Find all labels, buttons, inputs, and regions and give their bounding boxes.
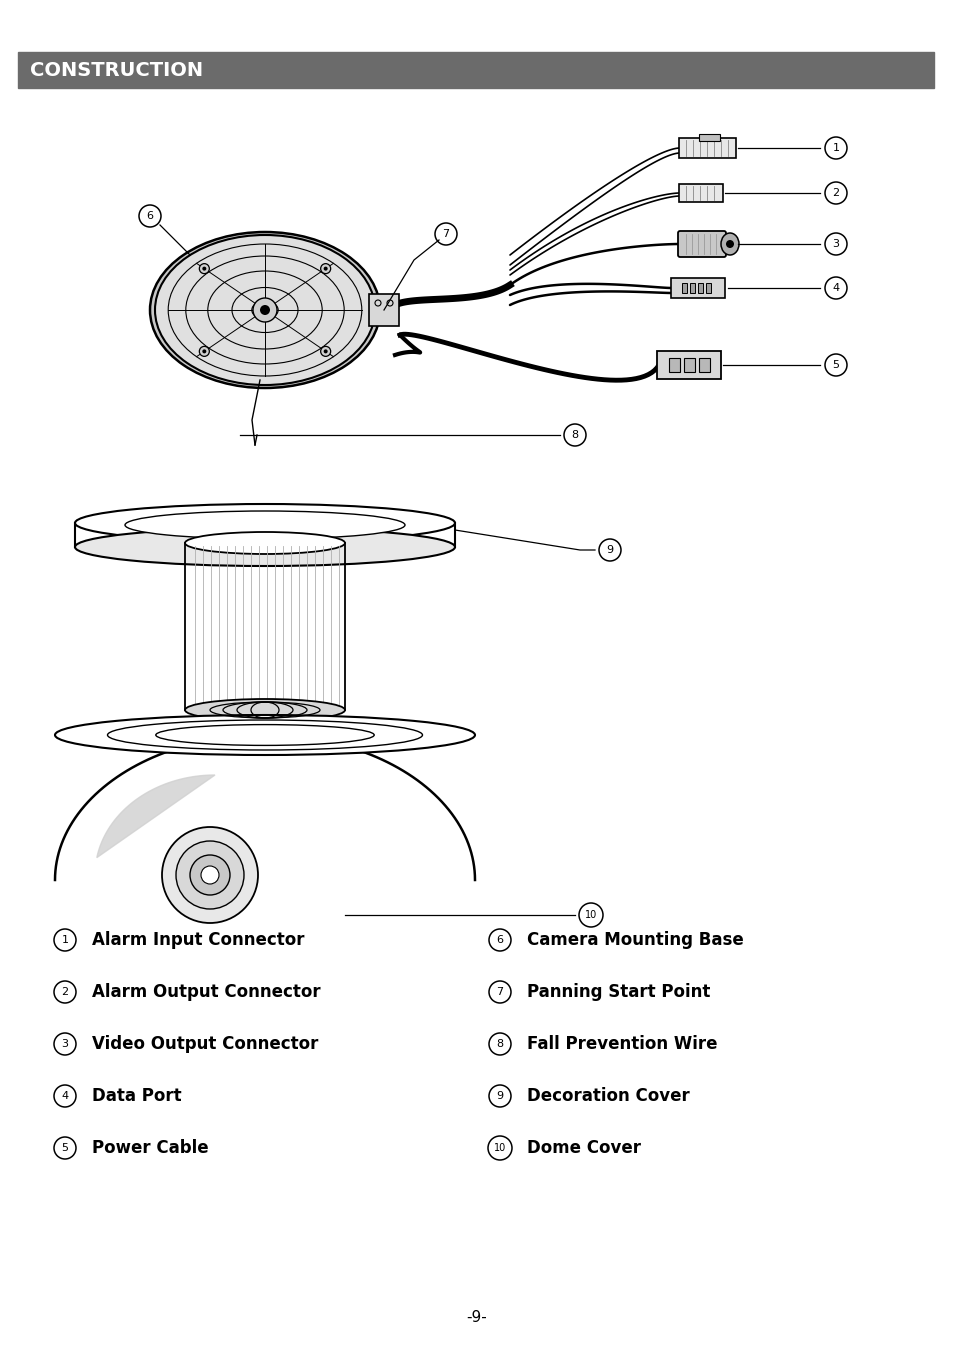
- Text: 8: 8: [496, 1039, 503, 1050]
- FancyBboxPatch shape: [670, 278, 724, 298]
- Text: 5: 5: [61, 1143, 69, 1153]
- Text: 7: 7: [442, 229, 449, 239]
- Text: Power Cable: Power Cable: [91, 1139, 209, 1157]
- Circle shape: [162, 827, 257, 923]
- Text: 2: 2: [832, 188, 839, 198]
- Text: Panning Start Point: Panning Start Point: [526, 983, 710, 1001]
- Text: -9-: -9-: [466, 1310, 487, 1326]
- Circle shape: [199, 347, 209, 356]
- Circle shape: [190, 855, 230, 894]
- Text: 6: 6: [147, 210, 153, 221]
- Text: 3: 3: [832, 239, 839, 250]
- Text: Camera Mounting Base: Camera Mounting Base: [526, 931, 743, 948]
- Ellipse shape: [75, 505, 455, 542]
- Ellipse shape: [150, 232, 379, 389]
- Text: Video Output Connector: Video Output Connector: [91, 1035, 318, 1054]
- Circle shape: [260, 305, 270, 316]
- Text: 2: 2: [61, 987, 69, 997]
- Text: Fall Prevention Wire: Fall Prevention Wire: [526, 1035, 717, 1054]
- Circle shape: [201, 866, 219, 884]
- Circle shape: [725, 240, 733, 248]
- Circle shape: [323, 349, 327, 353]
- Bar: [699, 357, 709, 372]
- Text: 8: 8: [571, 430, 578, 440]
- Text: 9: 9: [606, 545, 613, 554]
- Text: 9: 9: [496, 1091, 503, 1101]
- Ellipse shape: [125, 511, 405, 540]
- Text: 7: 7: [496, 987, 503, 997]
- Bar: [683, 357, 695, 372]
- Circle shape: [202, 267, 206, 271]
- Text: Data Port: Data Port: [91, 1087, 181, 1105]
- Circle shape: [202, 349, 206, 353]
- Text: 6: 6: [496, 935, 503, 946]
- Circle shape: [320, 347, 331, 356]
- Text: 4: 4: [832, 283, 839, 293]
- Polygon shape: [96, 774, 214, 858]
- Bar: [698, 283, 702, 293]
- Text: Dome Cover: Dome Cover: [526, 1139, 640, 1157]
- Ellipse shape: [75, 527, 455, 567]
- Text: 3: 3: [61, 1039, 69, 1050]
- FancyBboxPatch shape: [679, 138, 735, 158]
- Text: 4: 4: [61, 1091, 69, 1101]
- FancyBboxPatch shape: [678, 231, 725, 258]
- Ellipse shape: [55, 715, 475, 755]
- Circle shape: [320, 263, 331, 274]
- Bar: [668, 357, 679, 372]
- Bar: [689, 283, 695, 293]
- Text: 1: 1: [832, 143, 839, 152]
- Polygon shape: [55, 735, 475, 880]
- Circle shape: [323, 267, 327, 271]
- Ellipse shape: [185, 699, 345, 720]
- Ellipse shape: [720, 233, 739, 255]
- Text: Alarm Output Connector: Alarm Output Connector: [91, 983, 320, 1001]
- Text: 10: 10: [584, 911, 597, 920]
- Circle shape: [199, 263, 209, 274]
- Text: CONSTRUCTION: CONSTRUCTION: [30, 61, 203, 80]
- Text: 1: 1: [61, 935, 69, 946]
- FancyBboxPatch shape: [679, 183, 722, 202]
- Text: Decoration Cover: Decoration Cover: [526, 1087, 689, 1105]
- Bar: [18, 53, 933, 88]
- Circle shape: [175, 840, 244, 909]
- Text: 10: 10: [494, 1143, 506, 1153]
- Text: 5: 5: [832, 360, 839, 370]
- FancyBboxPatch shape: [657, 351, 720, 379]
- FancyBboxPatch shape: [699, 134, 720, 140]
- Circle shape: [253, 298, 276, 322]
- Ellipse shape: [185, 532, 345, 554]
- Text: Alarm Input Connector: Alarm Input Connector: [91, 931, 304, 948]
- Bar: [705, 283, 710, 293]
- FancyBboxPatch shape: [369, 294, 398, 326]
- Ellipse shape: [154, 235, 375, 384]
- Bar: [681, 283, 686, 293]
